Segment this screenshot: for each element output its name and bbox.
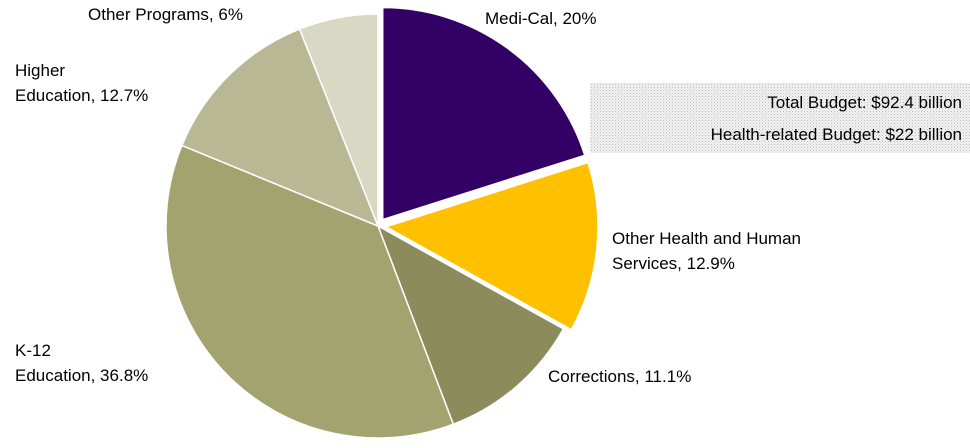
- slice-label-line: Other Health and Human: [612, 229, 801, 248]
- slice-label: K-12 Education, 36.8%: [15, 341, 148, 385]
- annotation-box: [590, 83, 970, 153]
- pie-slice: [384, 161, 599, 331]
- annotation: Health-related Budget: $22 billion: [711, 125, 962, 144]
- pie-slice: [298, 13, 379, 227]
- slice-label-line: Higher: [15, 61, 65, 80]
- pie-slice: [376, 224, 565, 426]
- slice-label-line: Education, 36.8%: [15, 366, 148, 385]
- annotation: Total Budget: $92.4 billion: [767, 93, 962, 112]
- pie-slice: [381, 6, 586, 221]
- slice-label-line: Services, 12.9%: [612, 254, 735, 273]
- slice-label-line: Education, 12.7%: [15, 86, 148, 105]
- slice-label: Other Health and Human Services, 12.9%: [612, 229, 801, 273]
- pie-slice: [165, 144, 455, 439]
- slice-label: Medi-Cal, 20%: [485, 9, 597, 28]
- pie-slice: [180, 28, 380, 228]
- slice-label-line: K-12: [15, 341, 51, 360]
- slice-label: Higher Education, 12.7%: [15, 61, 148, 105]
- slice-label: Corrections, 11.1%: [548, 367, 691, 386]
- slice-label: Other Programs, 6%: [88, 5, 243, 24]
